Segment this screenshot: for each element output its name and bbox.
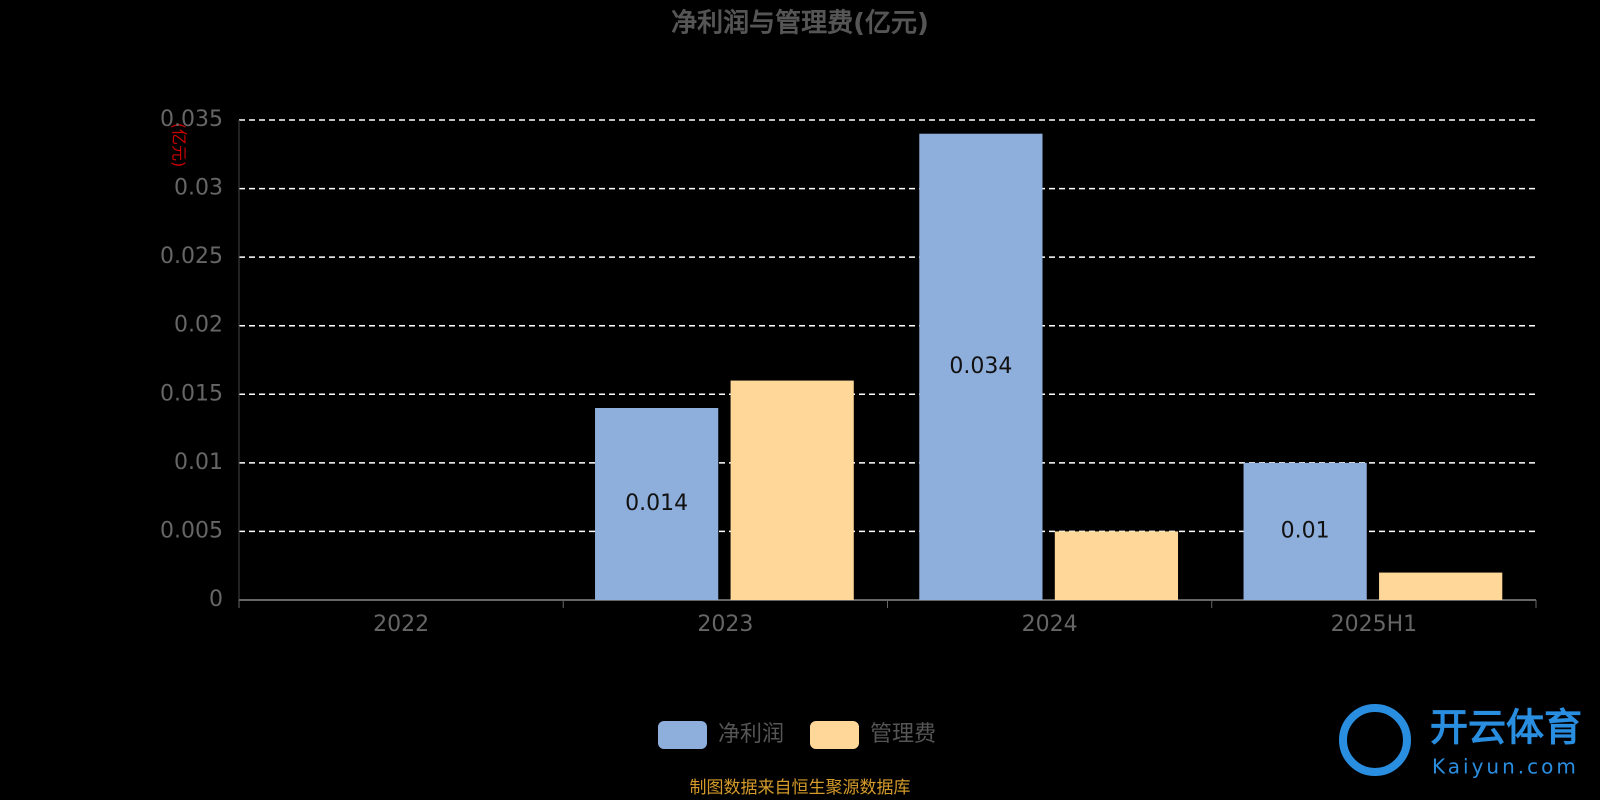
watermark-url: Kaiyun.com bbox=[1432, 755, 1579, 779]
y-tick-label: 0.01 bbox=[174, 450, 223, 475]
legend-swatch bbox=[658, 721, 707, 749]
data-label: 0.034 bbox=[949, 354, 1012, 379]
legend-label: 净利润 bbox=[718, 722, 784, 747]
legend-swatch bbox=[810, 721, 859, 749]
watermark: 开云体育 Kaiyun.com bbox=[1339, 704, 1582, 779]
data-label: 0.014 bbox=[625, 491, 688, 516]
data-label: 0.01 bbox=[1281, 518, 1330, 543]
x-tick-label: 2022 bbox=[373, 612, 429, 637]
y-tick-label: 0.015 bbox=[160, 381, 223, 406]
y-tick-label: 0.035 bbox=[160, 107, 223, 132]
x-tick-label: 2025H1 bbox=[1331, 612, 1418, 637]
bar bbox=[730, 380, 854, 600]
bar bbox=[1054, 531, 1179, 600]
x-tick-label: 2023 bbox=[697, 612, 753, 637]
y-tick-label: 0.005 bbox=[160, 518, 223, 543]
bar bbox=[1243, 462, 1367, 600]
x-tick-label: 2024 bbox=[1022, 612, 1078, 637]
y-tick-label: 0 bbox=[209, 587, 223, 612]
y-axis-label: (亿元) bbox=[170, 123, 189, 168]
y-tick-label: 0.02 bbox=[174, 313, 223, 338]
bar bbox=[919, 133, 1043, 600]
y-tick-label: 0.03 bbox=[174, 176, 223, 201]
source-note: 制图数据来自恒生聚源数据库 bbox=[690, 778, 911, 798]
y-tick-label: 0.025 bbox=[160, 244, 223, 269]
legend-label: 管理费 bbox=[870, 722, 936, 747]
chart-title: 净利润与管理费(亿元) bbox=[671, 8, 929, 39]
bar bbox=[1379, 572, 1503, 600]
bar bbox=[595, 408, 719, 600]
watermark-logo bbox=[1339, 704, 1411, 776]
watermark-text: 开云体育 bbox=[1430, 706, 1582, 750]
